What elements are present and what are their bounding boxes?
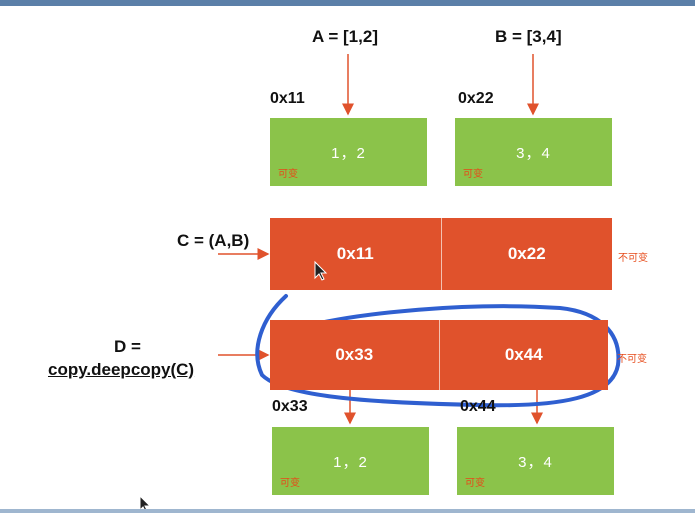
address-label-b: 0x22 <box>458 90 494 107</box>
address-label-0x33: 0x33 <box>272 398 308 415</box>
immutable-tag-d: 不可变 <box>617 354 647 365</box>
label-b-assign: B = [3,4] <box>495 27 562 46</box>
tuple-cell: 0x33 <box>335 345 374 364</box>
mutable-tag: 可变 <box>465 478 485 489</box>
address-label-0x44: 0x44 <box>460 398 496 415</box>
list-value: 1，2 <box>331 144 366 162</box>
list-value: 1，2 <box>333 453 368 471</box>
list-box-copy-b: 3，4 可变 <box>457 427 614 495</box>
mutable-tag: 可变 <box>463 169 483 180</box>
mutable-tag: 可变 <box>280 478 300 489</box>
tuple-cell: 0x11 <box>336 244 374 263</box>
mutable-tag: 可变 <box>278 169 298 180</box>
list-box-copy-a: 1，2 可变 <box>272 427 429 495</box>
immutable-tag-c: 不可变 <box>618 253 648 264</box>
label-a-assign: A = [1,2] <box>312 27 378 46</box>
tuple-cell: 0x22 <box>507 244 546 263</box>
cell-divider <box>440 218 442 290</box>
tuple-cell: 0x44 <box>504 345 543 364</box>
label-d-assign-line2: copy.deepcopy(C) <box>48 360 195 379</box>
mouse-cursor-icon <box>314 260 328 281</box>
list-value: 3，4 <box>516 144 551 162</box>
list-box-a: 1，2 可变 <box>270 118 427 186</box>
list-box-b: 3，4 可变 <box>455 118 612 186</box>
label-d-assign-line1: D = <box>114 337 141 356</box>
tuple-box-d: 0x33 0x44 <box>270 320 608 390</box>
hand-drawn-circle-annotation <box>255 294 621 408</box>
tuple-box-c: 0x11 0x22 <box>270 218 612 290</box>
list-value: 3，4 <box>518 453 553 471</box>
cell-divider <box>438 320 440 390</box>
label-c-assign: C = (A,B) <box>177 231 250 250</box>
window-bottom-bar <box>0 509 695 513</box>
window-top-bar <box>0 0 695 6</box>
address-label-a: 0x11 <box>270 90 305 107</box>
